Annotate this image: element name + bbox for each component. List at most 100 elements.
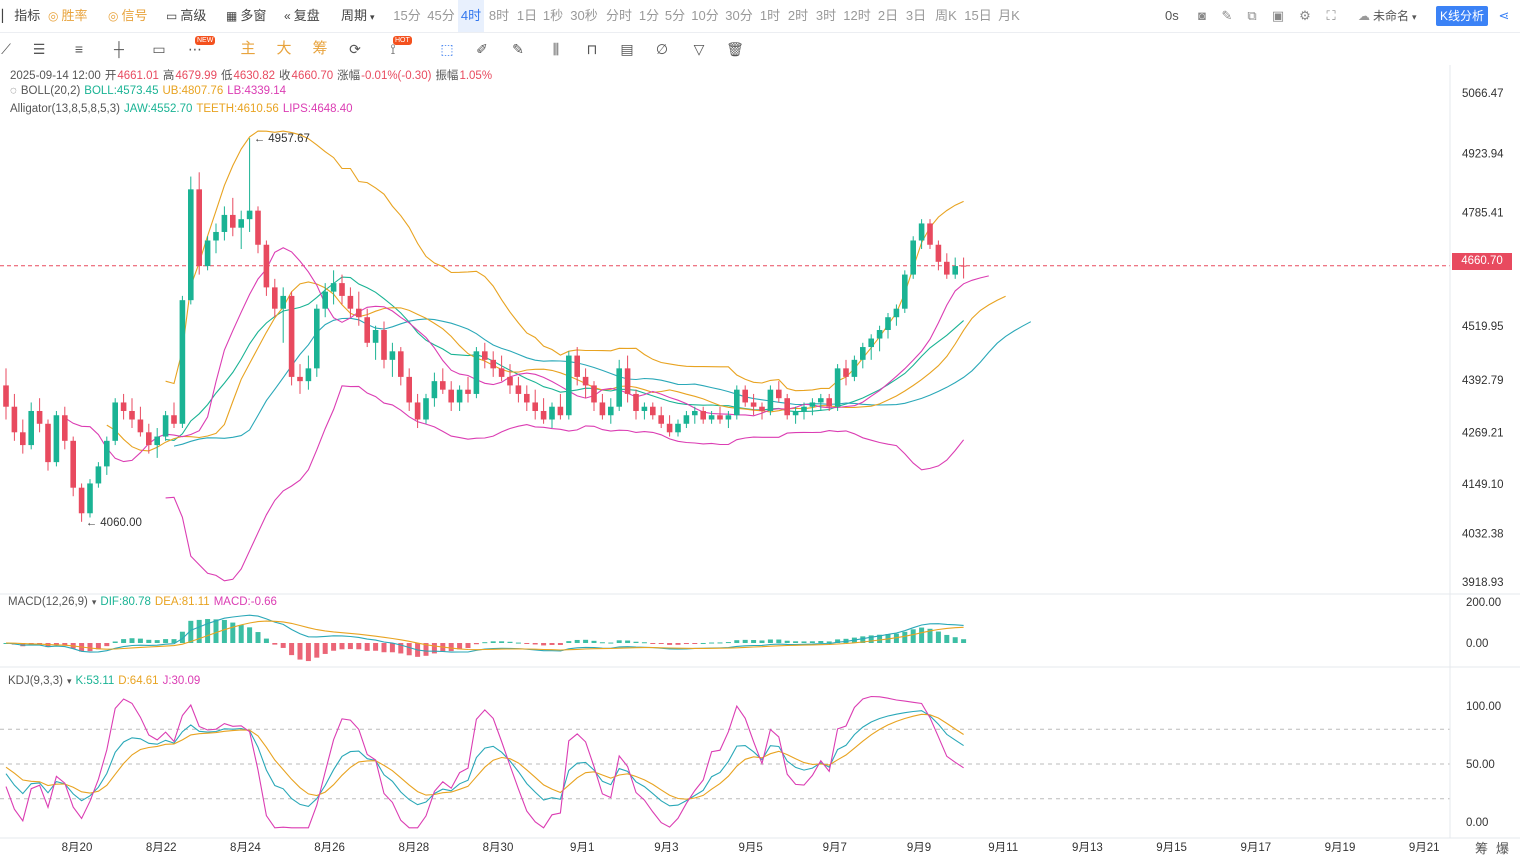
candle [885,312,891,339]
candle-body [78,487,85,514]
period-tab[interactable]: 45分 [427,8,455,23]
period-tab[interactable]: 15日 [964,8,992,23]
candle-body [314,308,320,369]
period-tab[interactable]: 15分 [393,8,421,23]
close-value: 4660.70 [291,70,334,82]
candle-body [364,317,370,343]
candle-icon[interactable]: ⫼ [552,41,560,57]
share-icon[interactable]: ⋖ [1498,8,1510,23]
macd-bar [818,641,824,643]
advanced-button[interactable]: ▭ 高级 [166,0,206,32]
candle-body [171,415,177,424]
trash-icon[interactable]: 🗑 [726,41,744,57]
alligator-legend[interactable]: Alligator(13,8,5,8,5,3) JAW:4552.70 TEETH:… [10,103,357,115]
candle-body [120,402,127,411]
macd-bar [188,620,194,643]
period-tab[interactable]: 5分 [664,8,686,23]
period-tab[interactable]: 12时 [843,8,871,23]
kline-analysis-button[interactable]: K线分析 [1436,6,1488,26]
ruler-icon[interactable]: ✐ [476,41,488,57]
macd-bar [532,643,538,645]
period-tab[interactable]: 1日 [516,8,538,23]
gear-icon[interactable]: ⚙ [1299,8,1311,23]
period-tab[interactable]: 30分 [725,8,753,23]
window-icon[interactable]: ⧉ [1247,8,1257,23]
chevron-down-icon: ▾ [370,12,375,22]
ai-draw-icon[interactable]: ⟟ HOT [390,36,412,57]
chevron-icon: ▏ [2,9,12,23]
big-order-button[interactable]: 大 [276,40,292,57]
lock-icon[interactable]: ⊓ [586,41,598,57]
more-tools-icon[interactable]: ⋯ NEW [188,36,216,57]
macd-bar [263,638,269,643]
period-dropdown[interactable]: 周期 ▾ [341,0,375,32]
burst-corner-button[interactable]: 爆 [1496,841,1510,856]
macd-bar [482,642,488,644]
candle [557,393,564,420]
hline-tool-icon[interactable]: ☰ [32,41,46,57]
multiwindow-button[interactable]: ▦ 多窗 [226,0,266,32]
select-tool-icon[interactable]: ⬚ [440,41,454,57]
cross-tool-icon[interactable]: ┼ [114,41,124,57]
period-tab[interactable]: 1秒 [542,8,564,23]
macd-bar [507,641,513,643]
candle-body [692,410,698,416]
candle [28,402,34,450]
macd-legend[interactable]: MACD(12,26,9) ▾ DIF:80.78 DEA:81.11 MACD:-0.… [8,596,281,608]
period-tab[interactable]: 周K [935,8,957,23]
channel-tool-icon[interactable]: ≡ [74,41,84,57]
camera-icon[interactable]: ◙ [1198,8,1206,23]
replay-button[interactable]: «复盘 [284,0,320,32]
time-tick-label: 9月7 [823,842,847,854]
period-tab[interactable]: 2时 [787,8,809,23]
candle-body [179,300,186,424]
boll-name: BOLL(20,2) [20,85,81,97]
note-icon[interactable]: ▤ [620,41,634,57]
macd-bar [877,634,883,643]
boll-legend[interactable]: ◌ BOLL(20,2) BOLL:4573.45 UB:4807.76 LB:4339… [10,85,290,97]
period-tab[interactable]: 1分 [638,8,660,23]
candle [944,253,950,279]
period-tab[interactable]: 1时 [759,8,781,23]
candle [582,368,589,399]
kdj-legend[interactable]: KDJ(9,3,3) ▾ K:53.11 D:64.61 J:30.09 [8,675,204,687]
rect-tool-icon[interactable]: ▭ [152,41,166,57]
indicator-button[interactable]: ▏ 指标 [2,0,40,32]
period-tab[interactable]: 4时 [458,0,484,32]
signal-button[interactable]: ◎ 信号 [108,0,148,32]
candle [20,419,26,454]
period-tab[interactable]: 8时 [488,8,510,23]
candle-body [297,376,303,382]
period-tab[interactable]: 30秒 [570,8,598,23]
ohlc-date: 2025-09-14 12:00 [10,70,101,82]
period-tab[interactable]: 月K [998,8,1020,23]
macd-bar [62,643,68,646]
candle-body [599,402,606,416]
brush-icon[interactable]: ✎ [512,41,524,57]
pencil-icon[interactable]: ✎ [1221,8,1233,23]
chips-button[interactable]: 筹 [312,40,328,57]
chips-corner-button[interactable]: 筹 [1475,841,1489,856]
fullscreen-icon[interactable]: ⛶ [1326,8,1336,23]
period-tab[interactable]: 分时 [605,8,632,23]
period-tab[interactable]: 3时 [815,8,837,23]
macd-dea: DEA:81.11 [154,596,210,608]
magnet-icon[interactable]: ⟳ [349,41,361,57]
candle [725,410,732,429]
candle-body [700,410,706,420]
winrate-button[interactable]: ◎ 胜率 [48,0,88,32]
candle [616,359,622,411]
candle-body [11,406,18,433]
main-force-button[interactable]: 主 [240,40,256,57]
period-tab[interactable]: 3日 [905,8,927,23]
period-tab[interactable]: 2日 [877,8,899,23]
line-tool-icon[interactable]: ⟋ [1,41,11,57]
macd-bar [692,643,698,644]
macd-bar [499,641,505,643]
link-icon[interactable]: ∅ [655,41,669,57]
period-tab[interactable]: 10分 [691,8,719,23]
layout-dropdown[interactable]: ☁ 未命名 ▾ [1358,0,1417,32]
filter-icon[interactable]: ▽ [693,41,705,57]
image-icon[interactable]: ▣ [1271,8,1285,23]
